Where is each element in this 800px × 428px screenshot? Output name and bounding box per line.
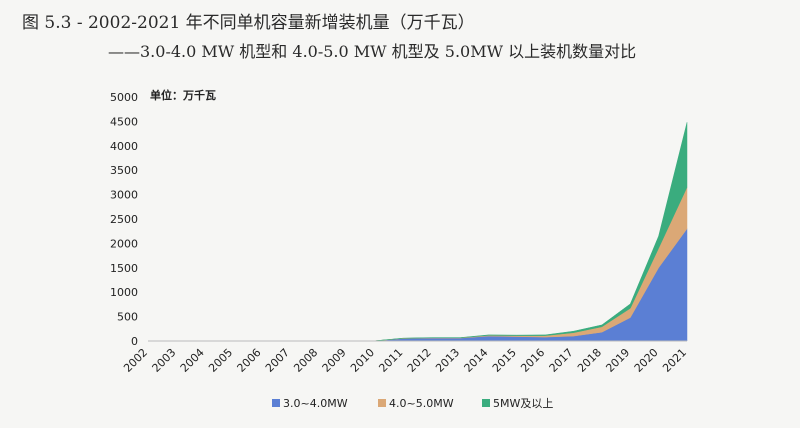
legend-item: 4.0~5.0MW [378, 397, 454, 410]
unit-label: 单位：万千瓦 [150, 88, 216, 102]
x-tick-label: 2012 [405, 346, 434, 375]
x-tick-label: 2010 [348, 346, 377, 375]
chart-title: 图 5.3 - 2002-2021 年不同单机容量新增装机量（万千瓦） [22, 13, 475, 33]
y-tick-label: 500 [117, 311, 138, 324]
x-tick-label: 2017 [547, 346, 576, 375]
x-tick-label: 2004 [178, 346, 207, 375]
x-tick-label: 2008 [291, 346, 320, 375]
x-tick-label: 2019 [603, 346, 632, 375]
legend-label: 4.0~5.0MW [389, 397, 454, 410]
x-tick-label: 2016 [518, 346, 547, 375]
x-tick-label: 2013 [433, 346, 462, 375]
y-tick-label: 3000 [110, 189, 138, 202]
legend-label: 5MW及以上 [493, 397, 553, 410]
chart-subtitle: ——3.0-4.0 MW 机型和 4.0-5.0 MW 机型及 5.0MW 以上… [108, 42, 637, 61]
y-tick-label: 2000 [110, 237, 138, 250]
legend-item: 5MW及以上 [482, 397, 553, 410]
area-series-2 [148, 187, 688, 342]
x-tick-label: 2015 [490, 346, 519, 375]
y-tick-label: 4000 [110, 140, 138, 153]
y-tick-label: 2500 [110, 213, 138, 226]
x-tick-label: 2007 [263, 346, 292, 375]
area-series-3 [148, 122, 688, 342]
legend-label: 3.0~4.0MW [283, 397, 348, 410]
x-tick-label: 2003 [149, 346, 178, 375]
x-tick-label: 2014 [462, 346, 491, 375]
y-tick-label: 0 [131, 335, 138, 348]
y-tick-label: 3500 [110, 164, 138, 177]
y-tick-label: 5000 [110, 91, 138, 104]
x-tick-label: 2002 [121, 346, 150, 375]
legend-swatch [378, 399, 386, 407]
x-tick-label: 2020 [632, 346, 661, 375]
x-tick-label: 2021 [660, 346, 689, 375]
plot-area: 0 500 1000 1500 2000 2500 3000 3500 4000 4500 5000… [110, 91, 689, 375]
x-tick-label: 2005 [206, 346, 235, 375]
y-tick-label: 1500 [110, 262, 138, 275]
legend-swatch [272, 399, 280, 407]
x-tick-label: 2009 [320, 346, 349, 375]
legend-item: 3.0~4.0MW [272, 397, 348, 410]
y-tick-label: 4500 [110, 115, 138, 128]
x-tick-label: 2018 [575, 346, 604, 375]
legend: 3.0~4.0MW 4.0~5.0MW 5MW及以上 [272, 397, 553, 410]
y-tick-label: 1000 [110, 286, 138, 299]
x-tick-label: 2006 [235, 346, 264, 375]
x-tick-label: 2011 [376, 346, 405, 375]
legend-swatch [482, 399, 490, 407]
